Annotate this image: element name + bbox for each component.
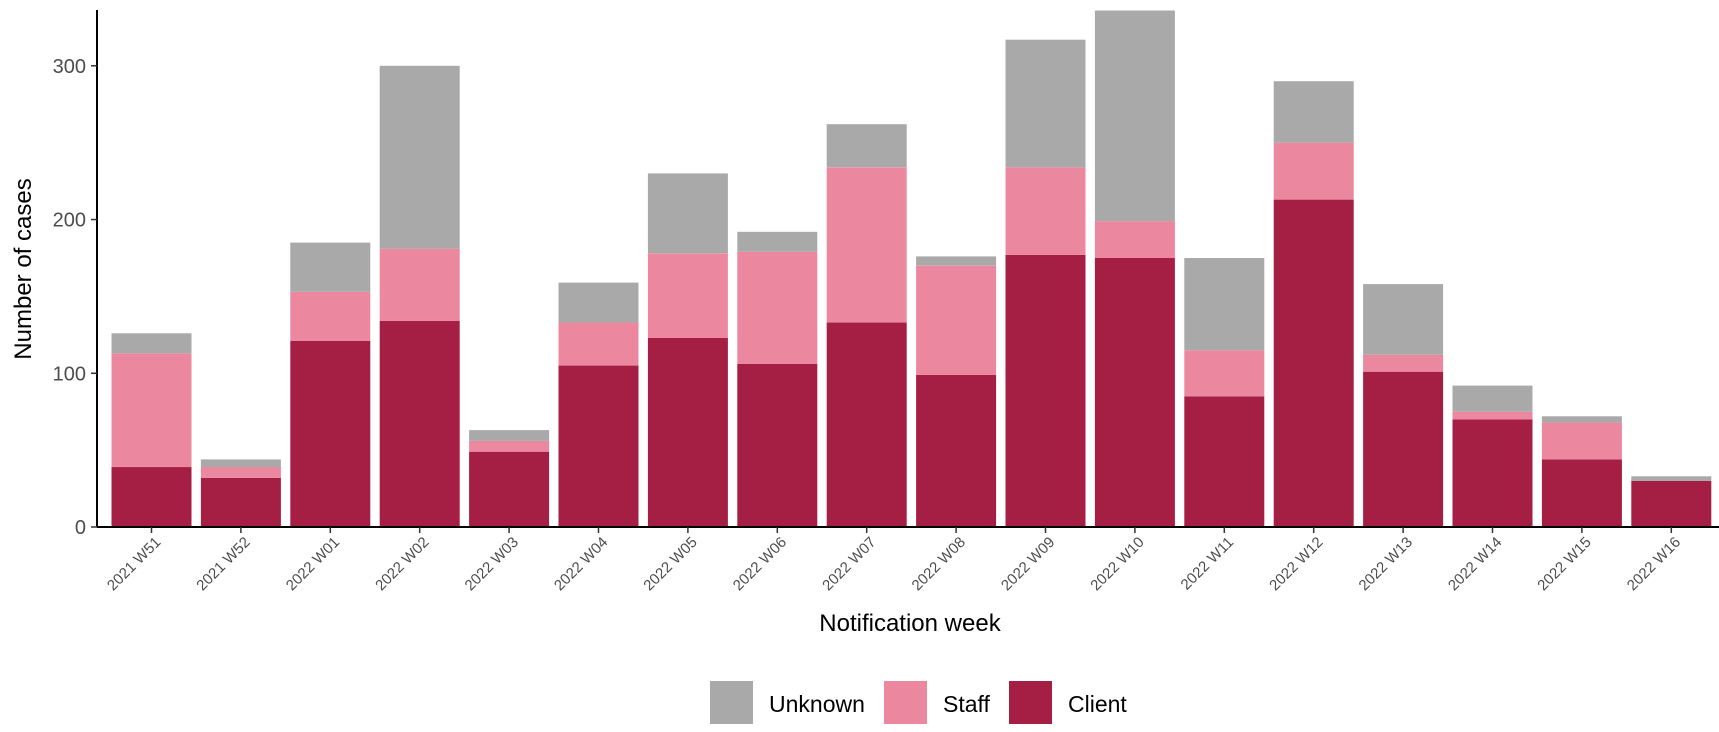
bar-client xyxy=(1363,371,1444,527)
bar-unknown xyxy=(826,124,907,168)
bar-staff xyxy=(647,253,728,338)
bar-client xyxy=(290,341,371,527)
bar-staff xyxy=(916,265,997,375)
x-tick-label: 2022 W02 xyxy=(372,534,432,594)
bar-unknown xyxy=(1094,10,1175,222)
bar-client xyxy=(1541,459,1622,527)
bar-staff xyxy=(1452,411,1533,420)
bar-unknown xyxy=(647,173,728,254)
bar-staff xyxy=(200,467,281,478)
bar-client xyxy=(737,364,818,527)
bar-unknown xyxy=(1005,39,1086,168)
x-tick-label: 2022 W15 xyxy=(1534,534,1594,594)
bar-unknown xyxy=(469,430,550,441)
bar-staff xyxy=(469,440,550,452)
x-tick-label: 2022 W03 xyxy=(462,534,522,594)
bar-client xyxy=(1631,480,1712,527)
bar-client xyxy=(647,337,728,527)
y-tick-label: 0 xyxy=(75,517,86,539)
x-axis: 2021 W51 2021 W52 2022 W01 2022 W02 2022 W03… xyxy=(97,526,1719,594)
legend: Unknown Staff Client xyxy=(710,681,1127,724)
bar-staff xyxy=(1273,142,1354,200)
bar-client xyxy=(469,451,550,527)
bar-staff xyxy=(826,167,907,323)
bar-staff xyxy=(290,291,371,341)
x-tick-label: 2022 W04 xyxy=(551,534,611,594)
bar-unknown xyxy=(200,459,281,468)
x-tick-label: 2021 W52 xyxy=(193,534,253,594)
bar-unknown xyxy=(1273,81,1354,143)
bar-staff xyxy=(1005,167,1086,255)
bar-unknown xyxy=(916,256,997,266)
x-tick-label: 2022 W09 xyxy=(998,534,1058,594)
x-tick-label: 2022 W05 xyxy=(640,534,700,594)
y-axis-title: Number of cases xyxy=(10,178,37,359)
x-tick-label: 2022 W14 xyxy=(1445,534,1505,594)
x-tick-label: 2022 W01 xyxy=(283,534,343,594)
bars-layer xyxy=(111,10,1712,527)
legend-label-unknown: Unknown xyxy=(769,691,865,717)
x-tick-label: 2022 W06 xyxy=(730,534,790,594)
bar-client xyxy=(1005,254,1086,527)
bar-client xyxy=(1184,396,1265,527)
bar-client xyxy=(1452,419,1533,527)
bar-staff xyxy=(1363,354,1444,372)
bar-client xyxy=(379,321,460,527)
bar-client xyxy=(200,477,281,527)
x-tick-label: 2022 W12 xyxy=(1266,534,1326,594)
x-tick-label: 2021 W51 xyxy=(104,534,164,594)
bar-unknown xyxy=(737,231,818,252)
x-tick-label: 2022 W07 xyxy=(819,534,879,594)
bar-staff xyxy=(737,251,818,364)
x-tick-label: 2022 W13 xyxy=(1356,534,1416,594)
bar-unknown xyxy=(379,65,460,249)
y-tick-label: 100 xyxy=(53,363,86,385)
bar-client xyxy=(826,322,907,527)
bar-staff xyxy=(1541,422,1622,460)
bar-unknown xyxy=(1184,258,1265,351)
bar-client xyxy=(1094,258,1175,527)
x-tick-label: 2022 W11 xyxy=(1178,534,1238,594)
y-tick-label: 300 xyxy=(53,56,86,78)
bar-unknown xyxy=(111,333,192,354)
y-axis: 0 100 200 300 xyxy=(53,10,98,539)
legend-label-client: Client xyxy=(1068,691,1127,717)
bar-staff xyxy=(1094,221,1175,258)
legend-swatch-unknown xyxy=(710,681,753,724)
bar-unknown xyxy=(1452,385,1533,412)
bar-staff xyxy=(558,322,639,366)
bar-unknown xyxy=(1631,476,1712,481)
legend-swatch-client xyxy=(1009,681,1052,724)
bar-client xyxy=(558,365,639,527)
x-axis-title: Notification week xyxy=(819,610,1001,637)
bar-client xyxy=(111,467,192,527)
bar-client xyxy=(916,374,997,527)
legend-swatch-staff xyxy=(884,681,927,724)
bar-unknown xyxy=(1541,416,1622,423)
bar-unknown xyxy=(1363,284,1444,355)
y-tick-label: 200 xyxy=(53,210,86,232)
x-tick-label: 2022 W16 xyxy=(1624,534,1684,594)
bar-staff xyxy=(379,248,460,321)
legend-label-staff: Staff xyxy=(943,691,990,717)
x-tick-label: 2022 W10 xyxy=(1087,534,1147,594)
bar-unknown xyxy=(290,242,371,292)
bar-staff xyxy=(1184,350,1265,397)
bar-unknown xyxy=(558,282,639,323)
bar-staff xyxy=(111,353,192,468)
x-tick-label: 2022 W08 xyxy=(909,534,969,594)
bar-client xyxy=(1273,199,1354,527)
